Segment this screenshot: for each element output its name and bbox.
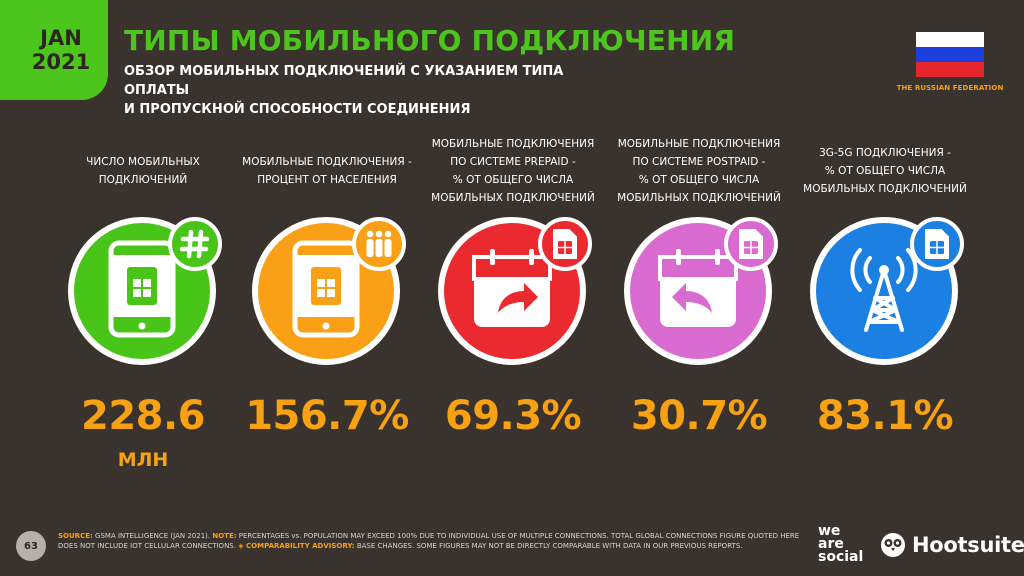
advisory-label: ◈ COMPARABILITY ADVISORY: (238, 542, 355, 550)
metric-value: 156.7% (245, 393, 409, 439)
page-subtitle: ОБЗОР МОБИЛЬНЫХ ПОДКЛЮЧЕНИЙ С УКАЗАНИЕМ … (124, 62, 624, 119)
advisory-text: BASE CHANGES. SOME FIGURES MAY NOT BE DI… (356, 542, 743, 550)
note-text: PERCENTAGES vs. POPULATION MAY EXCEED 10… (58, 532, 800, 550)
metric-label: МОБИЛЬНЫЕ ПОДКЛЮЧЕНИЯ ПО СИСТЕМЕ PREPAID … (418, 135, 608, 207)
metric-icon-circle (810, 217, 958, 365)
metric-label-line: ПО СИСТЕМЕ PREPAID - (450, 156, 576, 168)
metric-label-line: ПРОЦЕНТ ОТ НАСЕЛЕНИЯ (257, 174, 397, 186)
subtitle-line-1: ОБЗОР МОБИЛЬНЫХ ПОДКЛЮЧЕНИЙ С УКАЗАНИЕМ … (124, 64, 564, 98)
brand-line-1: we (818, 523, 841, 539)
metric-label-line: МОБИЛЬНЫХ ПОДКЛЮЧЕНИЙ (431, 192, 595, 204)
hashtag-icon (179, 228, 211, 260)
brand-line-3: social (818, 549, 864, 565)
sim-card-icon (923, 227, 951, 261)
metric-badge (724, 217, 778, 271)
source-label: SOURCE: (58, 532, 93, 540)
flag-stripe-red (916, 62, 984, 77)
hootsuite-text: Hootsuite (912, 533, 1024, 557)
metric-label-line: МОБИЛЬНЫХ ПОДКЛЮЧЕНИЙ (803, 183, 967, 195)
metric-label-line: % ОТ ОБЩЕГО ЧИСЛА (638, 174, 760, 186)
metric-value: 69.3% (444, 393, 582, 439)
date-year: 2021 (31, 50, 91, 74)
date-month: JAN (40, 26, 82, 50)
country-label: THE RUSSIAN FEDERATION (896, 84, 1004, 92)
metric-label: ЧИСЛО МОБИЛЬНЫХ ПОДКЛЮЧЕНИЙ (48, 153, 238, 189)
metric-column: ЧИСЛО МОБИЛЬНЫХ ПОДКЛЮЧЕНИЙ 228.6 МЛН (48, 135, 238, 475)
page-number: 63 (16, 531, 46, 561)
metric-label: МОБИЛЬНЫЕ ПОДКЛЮЧЕНИЯ - ПРОЦЕНТ ОТ НАСЕЛЕ… (232, 153, 422, 189)
calendar-back-icon (656, 247, 740, 335)
date-badge: JAN 2021 (0, 0, 108, 100)
metric-badge (538, 217, 592, 271)
metric-column: МОБИЛЬНЫЕ ПОДКЛЮЧЕНИЯ - ПРОЦЕНТ ОТ НАСЕЛЕ… (232, 135, 422, 475)
metric-label-line: ПОДКЛЮЧЕНИЙ (98, 174, 188, 186)
metric-column: 3G-5G ПОДКЛЮЧЕНИЯ - % ОТ ОБЩЕГО ЧИСЛА МОБИ… (790, 135, 980, 475)
metric-label-line: % ОТ ОБЩЕГО ЧИСЛА (452, 174, 574, 186)
metric-label-line: ЧИСЛО МОБИЛЬНЫХ (86, 156, 200, 168)
metric-label-line: МОБИЛЬНЫЕ ПОДКЛЮЧЕНИЯ - (242, 156, 412, 168)
metric-column: МОБИЛЬНЫЕ ПОДКЛЮЧЕНИЯ ПО СИСТЕМЕ PREPAID … (418, 135, 608, 475)
metric-unit: МЛН (117, 449, 169, 471)
note-label: NOTE: (212, 532, 237, 540)
metric-value: 228.6 (80, 393, 206, 439)
metric-label: 3G-5G ПОДКЛЮЧЕНИЯ - % ОТ ОБЩЕГО ЧИСЛА МОБИ… (790, 144, 980, 198)
metric-value: 30.7% (630, 393, 768, 439)
people-icon (362, 229, 396, 259)
metric-label-line: % ОТ ОБЩЕГО ЧИСЛА (824, 165, 946, 177)
hootsuite-logo: Hootsuite (880, 532, 1024, 558)
metric-label: МОБИЛЬНЫЕ ПОДКЛЮЧЕНИЯ ПО СИСТЕМЕ POSTPAID… (604, 135, 794, 207)
flag-stripe-blue (916, 47, 984, 62)
sim-card-icon (737, 227, 765, 261)
phone-icon (107, 239, 177, 343)
metric-label-line: МОБИЛЬНЫЕ ПОДКЛЮЧЕНИЯ (431, 138, 595, 150)
page-title: ТИПЫ МОБИЛЬНОГО ПОДКЛЮЧЕНИЯ (124, 24, 736, 57)
we-are-social-logo: we are social (818, 523, 864, 565)
metric-value: 83.1% (816, 393, 954, 439)
phone-icon (291, 239, 361, 343)
source-text: GSMA INTELLIGENCE (JAN 2021). (95, 532, 211, 540)
metric-badge (910, 217, 964, 271)
metric-label-line: МОБИЛЬНЫХ ПОДКЛЮЧЕНИЙ (617, 192, 781, 204)
metric-column: МОБИЛЬНЫЕ ПОДКЛЮЧЕНИЯ ПО СИСТЕМЕ POSTPAID… (604, 135, 794, 475)
brand-line-2: are (818, 536, 844, 552)
subtitle-line-2: И ПРОПУСКНОЙ СПОСОБНОСТИ СОЕДИНЕНИЯ (124, 102, 471, 117)
metric-badge (168, 217, 222, 271)
russia-flag-icon (916, 32, 984, 77)
metric-label-line: МОБИЛЬНЫЕ ПОДКЛЮЧЕНИЯ (617, 138, 781, 150)
owl-icon (881, 533, 905, 557)
metric-badge (352, 217, 406, 271)
footer-notes: SOURCE: GSMA INTELLIGENCE (JAN 2021). NO… (58, 531, 818, 551)
metric-label-line: 3G-5G ПОДКЛЮЧЕНИЯ - (819, 147, 951, 159)
calendar-forward-icon (470, 247, 554, 335)
metric-label-line: ПО СИСТЕМЕ POSTPAID - (632, 156, 766, 168)
flag-stripe-white (916, 32, 984, 47)
cell-tower-icon (842, 244, 926, 338)
sim-card-icon (551, 227, 579, 261)
